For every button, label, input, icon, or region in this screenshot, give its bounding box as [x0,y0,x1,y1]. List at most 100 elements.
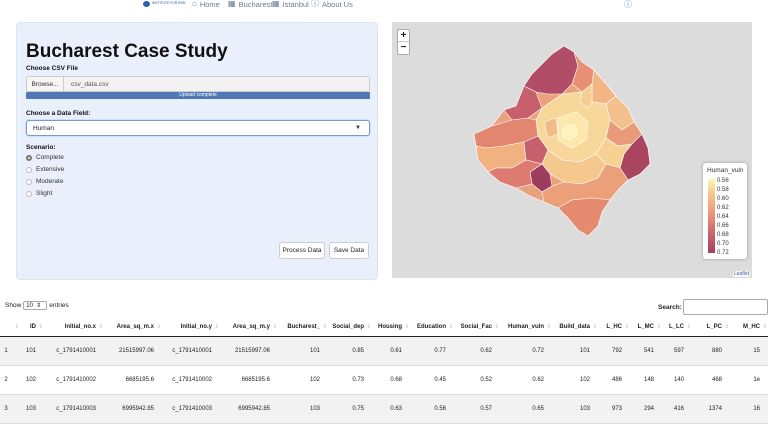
table-cell: 1 [0,336,20,366]
radio-dot-icon [26,190,32,197]
table-cell: 0.65 [500,394,552,424]
zoom-in-button[interactable]: + [398,30,409,42]
district-c4 [579,83,593,109]
table-cell: 21515997.06 [104,336,162,366]
choropleth-map[interactable]: + − Human_vuln 0.56 0.58 0.60 0.62 0.64 … [392,22,752,278]
browse-button[interactable]: Browse... [27,77,64,91]
column-header[interactable]: Build_data [552,318,598,337]
entries-label: entries [49,302,69,309]
chart-icon: ▦ [228,0,236,8]
column-header[interactable]: Education [410,318,454,337]
table-cell: 0.85 [328,336,372,366]
table-cell: 21515997.06 [220,336,278,366]
zoom-out-button[interactable]: − [400,42,407,53]
table-cell: 103 [20,394,44,424]
column-header[interactable] [0,318,20,337]
leaflet-attribution-link[interactable]: Leaflet [732,271,750,277]
legend-tick: 0.72 [717,250,729,256]
logo-text: INSTITUTE FOR RISK [152,1,186,5]
process-data-button[interactable]: Process Data [279,242,325,259]
column-header[interactable]: L_PC [692,318,730,337]
table-cell: 1e [730,365,768,395]
column-header[interactable]: L_MC [630,318,662,337]
column-header[interactable]: M_HC [730,318,768,337]
table-cell: 6685195.6 [104,365,162,395]
table-cell: 0.61 [372,336,410,366]
data-field-value: Human [33,124,54,132]
column-header[interactable]: Human_vuln [500,318,552,337]
file-name: csv_data.csv [64,77,369,91]
radio-slight-label: Slight [36,190,53,197]
map-polygons[interactable] [392,22,752,278]
column-header[interactable]: Housing [372,318,410,337]
column-header[interactable]: Initial_no.y [162,318,220,337]
column-header[interactable]: L_HC [598,318,630,337]
table-cell: 0.63 [372,394,410,424]
table-cell: 15 [730,336,768,366]
data-field-select[interactable]: Human ▼ [26,120,370,136]
search-label: Search: [658,304,682,311]
nav-istanbul[interactable]: ▦ Istanbul [272,0,309,9]
table-cell: 0.45 [410,365,454,395]
table-cell: 6995942.85 [104,394,162,424]
table-cell: 294 [630,394,662,424]
radio-extensive[interactable]: Extensive [26,166,64,173]
table-cell: 6995942.85 [220,394,278,424]
file-label: Choose CSV File [26,65,79,72]
radio-moderate[interactable]: Moderate [26,178,63,185]
scenario-label: Scenario: [26,144,56,151]
entries-value: 10 [26,302,33,309]
column-header[interactable]: Area_sq_m.y [220,318,278,337]
institute-logo[interactable]: INSTITUTE FOR RISK [143,0,186,8]
save-data-button[interactable]: Save Data [329,242,369,259]
radio-complete[interactable]: Complete [26,154,64,161]
info-icon[interactable]: ⓘ [624,0,632,9]
table-cell: 102 [552,365,598,395]
table-cell: 0.68 [372,365,410,395]
table-cell: 0.62 [454,336,500,366]
field-label: Choose a Data Field: [26,110,91,117]
legend-tick: 0.66 [717,223,729,229]
nav-bucharest-label: Bucharest [238,0,273,9]
nav-about[interactable]: ⓘ About Us [311,0,353,9]
nav-home[interactable]: ⌂ Home [192,0,220,9]
column-header[interactable]: Social_dep [328,318,372,337]
table-cell: 468 [692,365,730,395]
legend-tick: 0.56 [717,178,729,184]
table-cell: c_1791410003 [162,394,220,424]
table-cell: c_1791410002 [44,365,104,395]
file-input[interactable]: Browse... csv_data.csv [26,76,370,92]
table-cell: c_1791410002 [162,365,220,395]
table-cell: 148 [630,365,662,395]
table-cell: 541 [630,336,662,366]
column-header[interactable]: Initial_no.x [44,318,104,337]
legend-tick: 0.70 [717,241,729,247]
district-se [557,197,611,237]
nav-bucharest[interactable]: ▦ Bucharest [228,0,272,9]
legend-tick: 0.68 [717,232,729,238]
table-cell: 416 [662,394,692,424]
nav-istanbul-label: Istanbul [282,0,309,9]
table-cell: c_1791410003 [44,394,104,424]
table-cell: 16 [730,394,768,424]
legend-tick: 0.62 [717,205,729,211]
entries-select[interactable]: 10 ⇕ [23,301,48,310]
table-row[interactable]: 1 101 c_1791410001 21515997.06 c_1791410… [0,336,768,366]
table-cell: 0.56 [410,394,454,424]
column-header[interactable]: Bucharest_ [278,318,328,337]
table-row[interactable]: 2 102 c_1791410002 6685195.6 c_179141000… [0,365,768,395]
radio-slight[interactable]: Slight [26,190,52,197]
column-header[interactable]: Area_sq_m.x [104,318,162,337]
search-input[interactable] [683,299,768,315]
control-panel: Bucharest Case Study Choose CSV File Bro… [16,22,378,280]
radio-dot-selected-icon [26,154,32,161]
column-header[interactable]: L_LC [662,318,692,337]
map-legend: Human_vuln 0.56 0.58 0.60 0.62 0.64 0.66… [703,163,747,259]
top-navbar: INSTITUTE FOR RISK ⌂ Home ▦ Bucharest ▦ … [0,0,768,12]
column-header[interactable]: Social_Fac [454,318,500,337]
table-cell: 0.57 [454,394,500,424]
table-row[interactable]: 3 103 c_1791410003 6995942.85 c_17914100… [0,394,768,424]
column-header[interactable]: ID [20,318,44,337]
table-cell: 0.52 [454,365,500,395]
table-cell: 973 [598,394,630,424]
